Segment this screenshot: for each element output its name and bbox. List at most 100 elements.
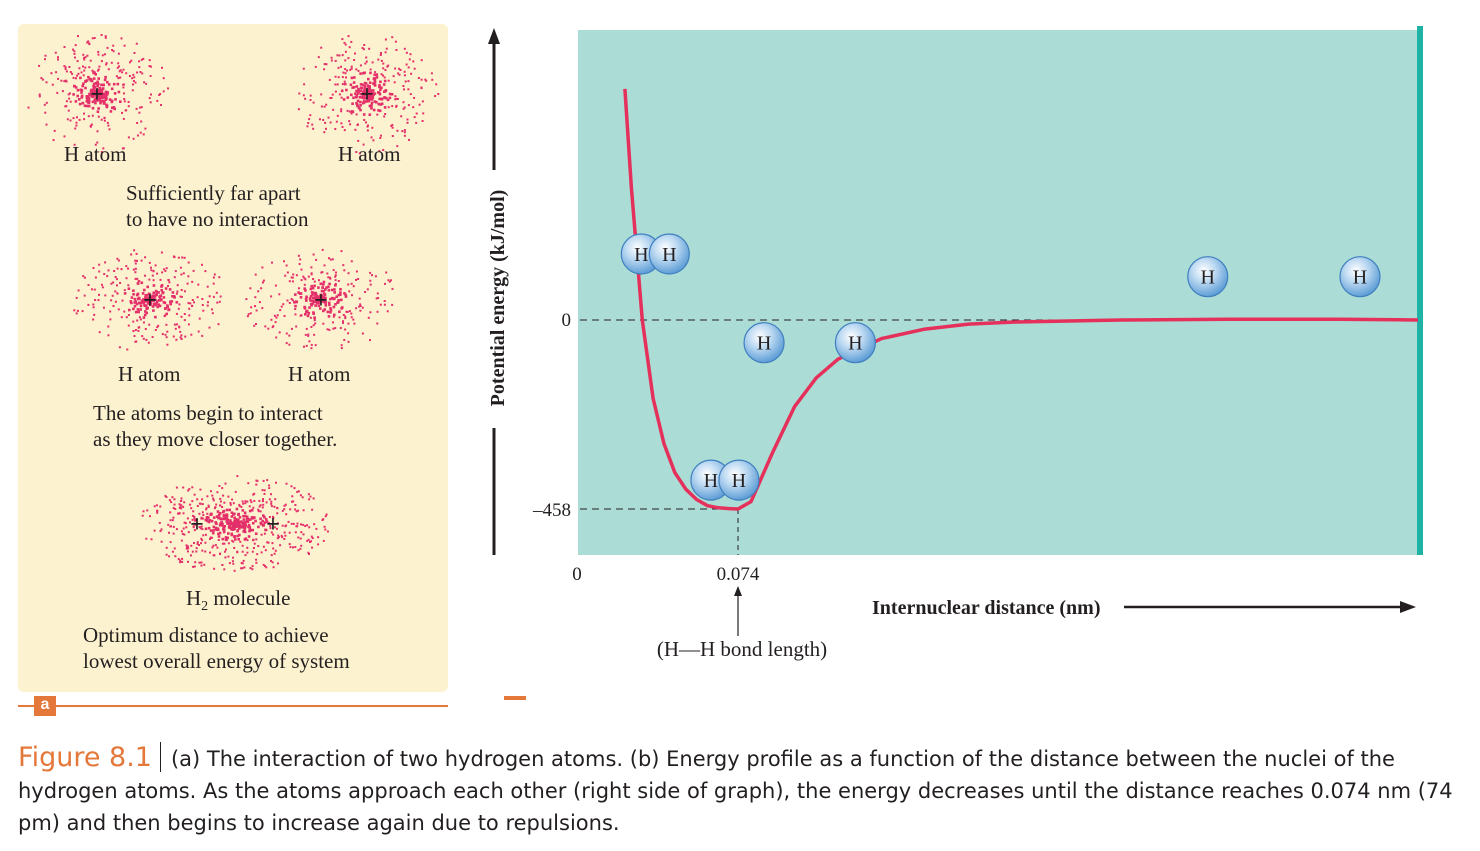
electron-dot [341,97,343,99]
electron-dot [139,316,141,318]
electron-dot [46,81,48,83]
electron-dot [348,272,350,274]
electron-dot [174,547,176,549]
electron-dot [421,59,423,61]
electron-dot [303,94,305,96]
electron-dot [106,275,108,277]
electron-dot [231,499,233,501]
electron-dot [363,113,366,116]
electron-dot [339,316,341,318]
electron-dot [422,120,424,122]
electron-dot [219,498,221,500]
electron-dot [270,560,272,562]
electron-dot [210,513,213,516]
electron-dot [169,526,171,528]
electron-dot [133,80,135,82]
panel-b-tag: b [511,699,520,700]
electron-dot [82,82,85,85]
electron-dot [68,66,70,68]
electron-dot [75,77,77,79]
h2-molecule-1-atom-1-label: H [634,244,648,266]
electron-dot [295,525,297,527]
electron-dot [218,485,220,487]
electron-dot [231,511,234,514]
electron-dot [151,538,153,540]
electron-dot [119,77,121,79]
electron-dot [82,275,84,277]
electron-dot [144,275,146,277]
electron-dot [167,285,169,287]
electron-dot [379,103,382,106]
electron-dot [333,291,336,294]
electron-dot [198,331,200,333]
electron-dot [86,55,88,57]
electron-dot [98,66,100,68]
electron-dot [111,62,113,64]
electron-dot [344,129,346,131]
electron-dot [336,121,338,123]
electron-dot [293,301,296,304]
electron-dot [199,318,201,320]
electron-dot [156,504,158,506]
electron-dot [304,307,307,310]
electron-dot [75,44,77,46]
electron-dot [184,313,186,315]
electron-dot [408,80,410,82]
electron-dot [98,69,100,71]
electron-dot [343,98,346,101]
electron-dot [117,62,119,64]
electron-dot [371,274,373,276]
electron-dot [279,331,281,333]
electron-dot [259,518,262,521]
electron-dot [98,116,100,118]
electron-dot [384,80,387,83]
electron-dot [264,493,266,495]
electron-dot [169,303,172,306]
electron-dot [250,501,252,503]
electron-dot [359,310,361,312]
stage3-caption: Optimum distance to achieve lowest overa… [83,622,350,674]
electron-dot [342,83,344,85]
electron-dot [132,289,135,292]
electron-dot [268,487,270,489]
electron-dot [185,522,187,524]
electron-dot [128,314,130,316]
electron-dot [269,498,271,500]
electron-dot [263,280,265,282]
electron-dot [213,277,215,279]
electron-dot [138,66,140,68]
electron-dot [154,505,156,507]
electron-dot [367,126,369,128]
electron-dot [232,563,234,565]
electron-dot [230,533,233,536]
electron-dot [412,106,414,108]
electron-dot [241,526,244,529]
electron-dot [347,332,349,334]
electron-dot [291,328,293,330]
electron-dot [243,566,245,568]
electron-dot [123,69,125,71]
electron-dot [377,311,379,313]
electron-dot [215,544,217,546]
electron-dot [287,300,289,302]
electron-dot [230,523,233,526]
electron-dot [126,277,128,279]
electron-dot [300,545,302,547]
electron-dot [150,94,152,96]
electron-dot [111,107,114,110]
electron-dot [307,334,309,336]
electron-dot [311,509,313,511]
electron-dot [138,112,140,114]
electron-dot [121,71,123,73]
electron-dot [127,268,129,270]
electron-dot [202,304,204,306]
electron-dot [232,557,234,559]
electron-dot [189,302,191,304]
electron-dot [84,67,86,69]
electron-dot [208,505,210,507]
electron-dot [92,115,94,117]
electron-dot [334,84,336,86]
electron-dot [168,532,170,534]
electron-dot [308,498,310,500]
electron-dot [220,524,223,527]
